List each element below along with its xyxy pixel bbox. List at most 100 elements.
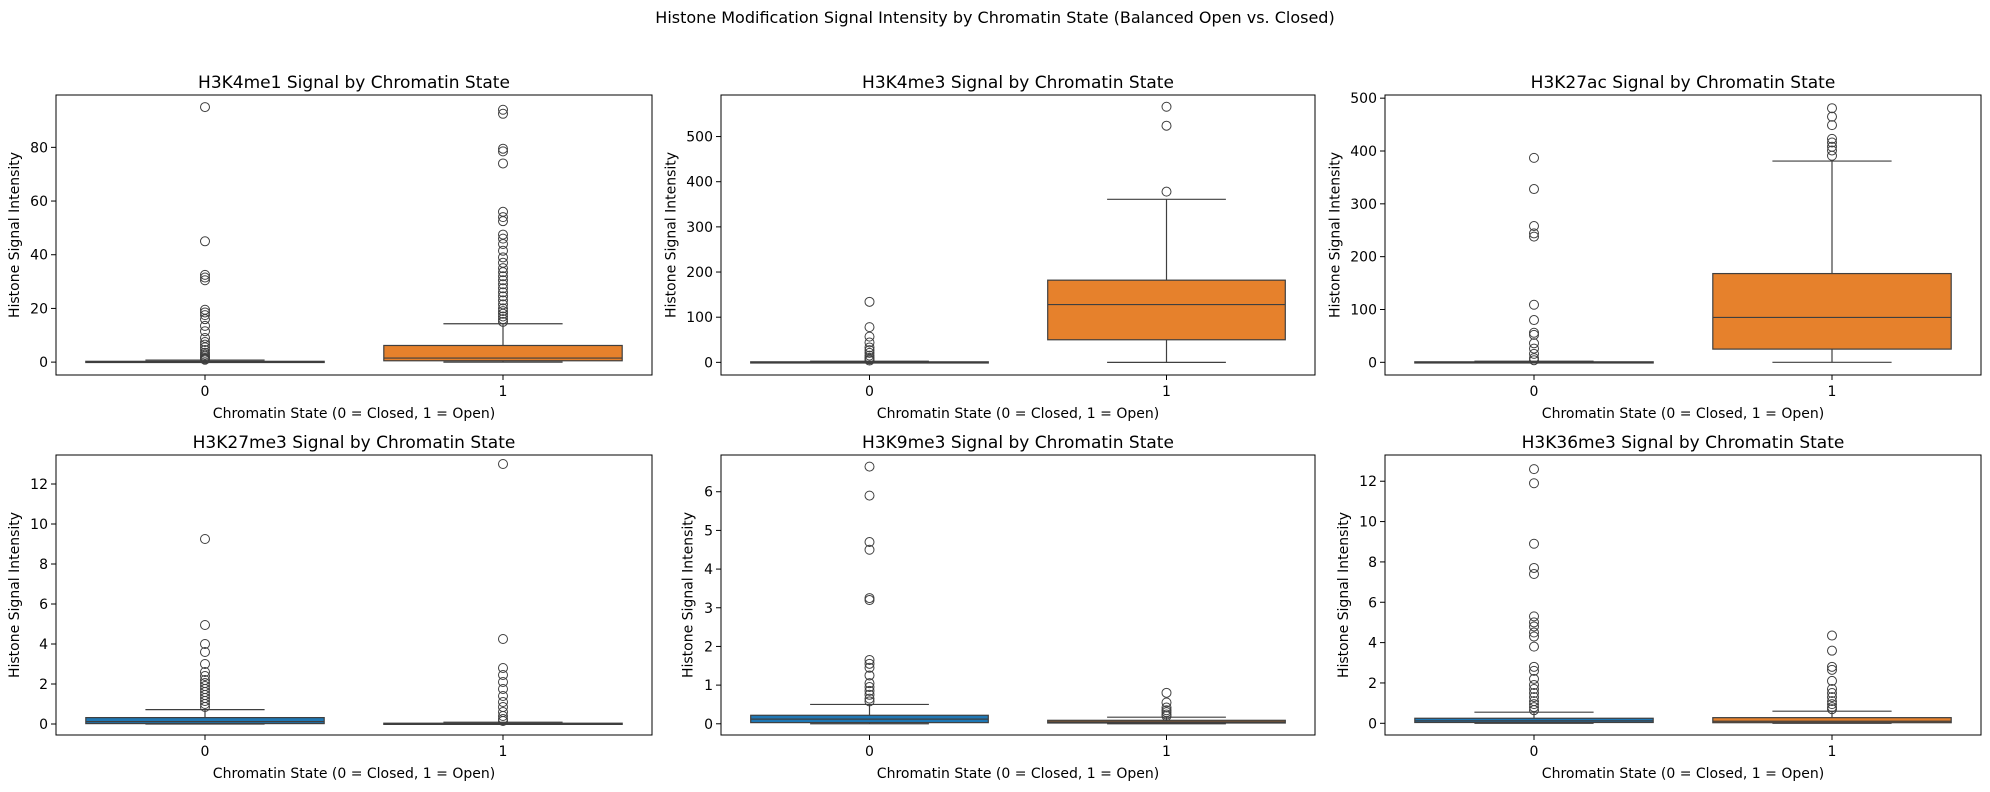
- y-tick-label: 10: [30, 517, 48, 533]
- y-tick-label: 2: [704, 639, 713, 655]
- outlier-point: [1529, 221, 1539, 232]
- outlier-point: [1529, 661, 1539, 672]
- box-iqr: [85, 716, 325, 725]
- y-tick-label: 2: [39, 677, 48, 693]
- subplot-6: 0 2 4 6 8 10 12 0 1 H3K36me3 Signal by Chromatin …: [1336, 433, 1982, 782]
- outlier-point: [1529, 228, 1539, 239]
- outlier-point: [498, 252, 508, 263]
- outlier-point: [200, 667, 210, 677]
- box-0: [750, 296, 989, 366]
- y-tick-label: 0: [39, 717, 48, 733]
- outlier-point: [1529, 343, 1539, 354]
- box-0: [85, 102, 325, 365]
- y-tick-label: 4: [704, 562, 713, 578]
- outlier-point: [1529, 327, 1539, 338]
- axes-frame: [1384, 94, 1982, 376]
- outlier-point: [200, 314, 210, 325]
- subplot-title: H3K27ac Signal by Chromatin State: [1531, 73, 1836, 93]
- y-tick-label: 6: [1368, 595, 1377, 611]
- outlier-point: [1529, 617, 1539, 628]
- y-tick-label: 3: [704, 601, 713, 617]
- outlier-point: [498, 279, 508, 290]
- outlier-point: [498, 212, 508, 223]
- outlier-point: [864, 693, 875, 704]
- outlier-point: [1529, 231, 1539, 242]
- box-0: [1414, 464, 1654, 724]
- outlier-point: [498, 316, 508, 327]
- axes-frame: [720, 94, 1316, 376]
- outlier-point: [200, 699, 210, 709]
- outlier-point: [498, 697, 508, 707]
- outlier-point: [1827, 120, 1837, 131]
- y-tick-label: 5: [704, 523, 713, 539]
- outlier-point: [864, 337, 875, 348]
- outlier-point: [864, 322, 875, 333]
- y-tick-label: 400: [1350, 144, 1377, 160]
- x-tick-label: 0: [1530, 744, 1539, 760]
- y-axis-label: Histone Signal Intensity: [1328, 152, 1344, 318]
- subplot-title: H3K4me3 Signal by Chromatin State: [862, 73, 1174, 93]
- outlier-point: [1529, 569, 1539, 580]
- outlier-point: [864, 355, 875, 366]
- outlier-point: [864, 537, 875, 548]
- outlier-point: [864, 689, 875, 700]
- y-tick-label: 10: [1359, 515, 1377, 531]
- x-tick-label: 1: [499, 744, 508, 760]
- outlier-point: [1827, 675, 1837, 686]
- subplot-1: 0 20 40 60 80 0 1 H3K4me1 Signal by Chromatin S…: [7, 73, 653, 422]
- outlier-point: [864, 654, 875, 665]
- y-axis-label: Histone Signal Intensity: [7, 152, 23, 318]
- outlier-point: [1529, 621, 1539, 632]
- outlier-point: [1529, 315, 1539, 326]
- y-tick-label: 4: [39, 637, 48, 653]
- outlier-point: [1161, 101, 1172, 112]
- outlier-point: [200, 620, 210, 630]
- box-0: [750, 461, 989, 725]
- box-iqr: [1712, 272, 1952, 350]
- axes-frame: [55, 94, 653, 376]
- outlier-point: [200, 659, 210, 669]
- box-1: [1047, 101, 1286, 363]
- outlier-point: [1529, 348, 1539, 359]
- outlier-point: [200, 269, 210, 280]
- x-axis-label: Chromatin State (0 = Closed, 1 = Open): [877, 766, 1159, 782]
- box-1: [383, 459, 623, 726]
- outlier-point: [200, 696, 210, 706]
- outlier-point: [498, 108, 508, 119]
- outlier-point: [498, 295, 508, 306]
- outlier-point: [1529, 679, 1539, 690]
- y-tick-label: 0: [704, 717, 713, 733]
- outlier-point: [1161, 186, 1172, 197]
- outlier-point: [200, 102, 210, 113]
- outlier-point: [1529, 478, 1539, 489]
- x-tick-label: 0: [201, 744, 210, 760]
- outlier-point: [498, 308, 508, 319]
- outlier-point: [498, 104, 508, 115]
- outlier-point: [1529, 627, 1539, 638]
- outlier-point: [1827, 661, 1837, 672]
- y-tick-label: 300: [1350, 197, 1377, 213]
- outlier-point: [1529, 355, 1539, 366]
- outlier-point: [864, 696, 875, 707]
- y-tick-label: 0: [1368, 355, 1377, 371]
- outlier-point: [1529, 692, 1539, 703]
- outlier-point: [1161, 707, 1172, 718]
- outlier-point: [864, 682, 875, 693]
- axes-frame: [55, 454, 653, 736]
- y-tick-label: 200: [1350, 250, 1377, 266]
- outlier-point: [200, 275, 210, 286]
- y-axis-label: Histone Signal Intensity: [681, 512, 697, 678]
- axes-frame: [1384, 454, 1982, 736]
- outlier-point: [200, 639, 210, 649]
- outlier-point: [864, 296, 875, 307]
- outlier-point: [1529, 673, 1539, 684]
- outlier-point: [1161, 687, 1172, 698]
- outlier-point: [864, 342, 875, 353]
- y-tick-label: 100: [1350, 302, 1377, 318]
- box-iqr: [383, 344, 623, 362]
- outlier-point: [1827, 150, 1837, 161]
- y-tick-label: 80: [30, 140, 48, 156]
- y-tick-label: 12: [30, 477, 48, 493]
- x-tick-label: 0: [1530, 384, 1539, 400]
